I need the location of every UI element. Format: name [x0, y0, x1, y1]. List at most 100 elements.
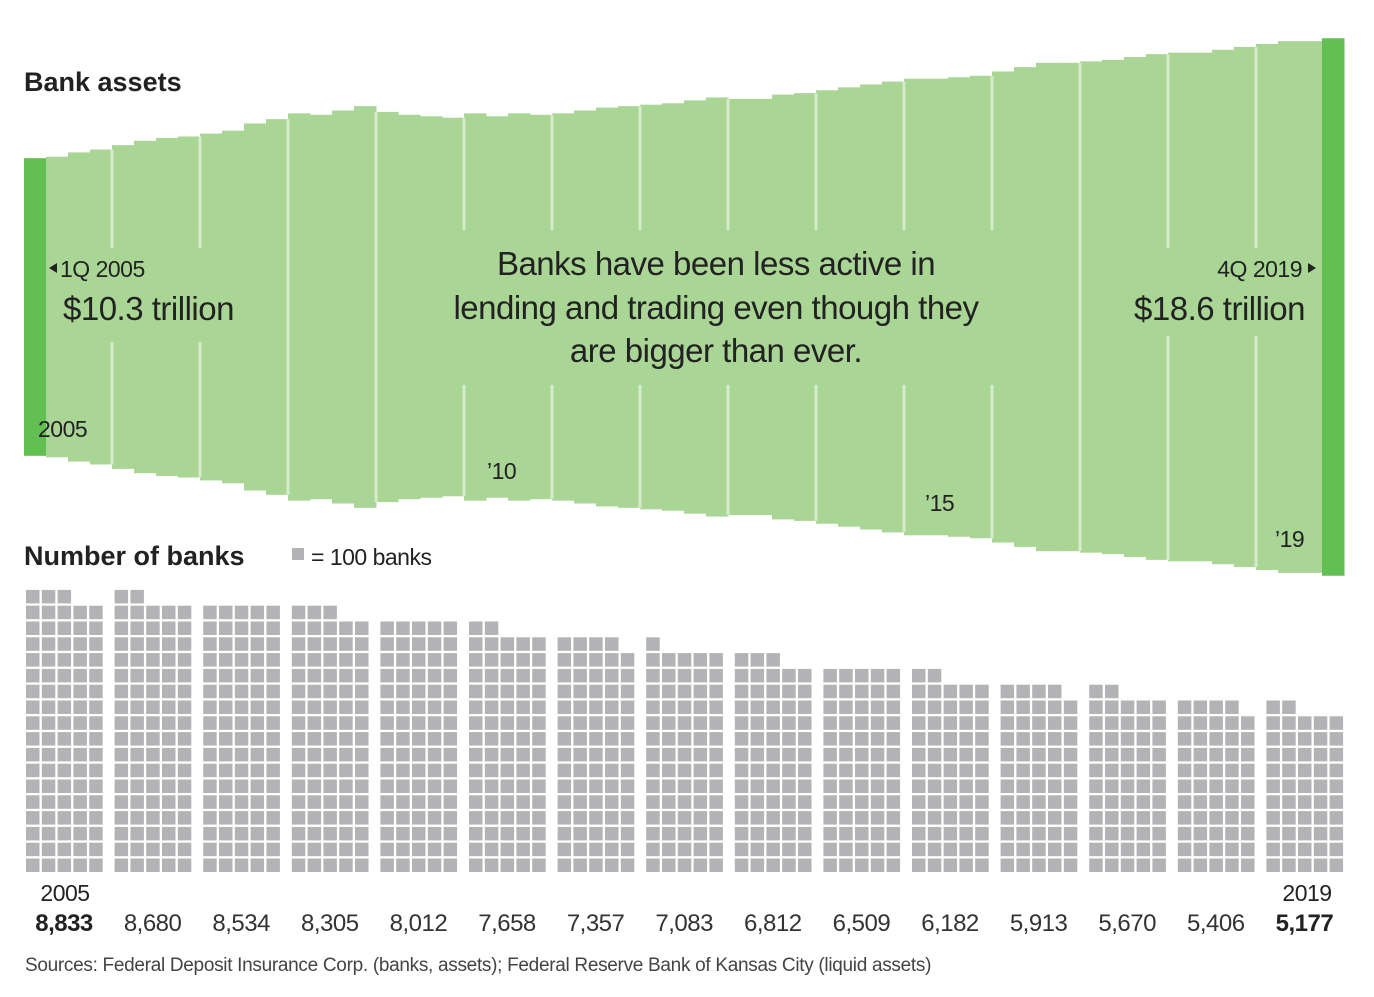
bank-square — [323, 842, 337, 857]
bank-square — [959, 700, 973, 714]
asset-bar-3Q-2014 — [860, 84, 883, 530]
bank-square — [1209, 779, 1223, 793]
bank-square — [532, 732, 546, 746]
bank-square — [1032, 795, 1046, 809]
bank-square — [1298, 763, 1312, 778]
bank-square — [73, 684, 87, 699]
bank-square — [146, 716, 160, 730]
bank-square — [355, 700, 369, 714]
annotation-line-3: are bigger than ever. — [570, 332, 862, 369]
bank-square — [412, 732, 426, 746]
bank-square — [130, 637, 144, 651]
bank-square — [484, 716, 499, 730]
bank-square — [1329, 811, 1344, 825]
bank-square — [943, 700, 958, 714]
asset-bar-1Q-2011 — [552, 113, 575, 501]
bank-square — [266, 858, 280, 872]
bank-square — [1048, 779, 1062, 793]
bank-square — [396, 732, 410, 746]
bank-square — [396, 858, 410, 872]
bank-square — [1282, 842, 1296, 857]
bank-square — [1266, 763, 1280, 778]
bank-square — [57, 621, 72, 635]
bank-square — [203, 826, 217, 841]
waffle-group-2015 — [912, 668, 989, 872]
bank-square — [750, 716, 765, 730]
bank-square — [1032, 700, 1046, 714]
bank-square — [1241, 747, 1255, 762]
bank-square — [750, 795, 765, 809]
asset-bar-1Q-2007 — [200, 133, 223, 481]
bank-square — [307, 842, 322, 857]
bank-square — [1000, 747, 1015, 762]
bank-square — [177, 763, 192, 778]
bank-square — [291, 700, 306, 714]
bank-square — [1266, 795, 1280, 809]
bank-square — [307, 637, 322, 651]
asset-bar-4Q-2009 — [442, 117, 465, 497]
count-label-2006: 8,680 — [124, 910, 182, 937]
asset-bar-3Q-2018 — [1212, 49, 1235, 565]
bank-square — [443, 716, 458, 730]
bank-square — [177, 684, 192, 699]
bank-square — [620, 811, 635, 825]
bank-square — [912, 700, 926, 714]
bank-square — [177, 653, 192, 667]
bank-square — [709, 795, 723, 809]
bank-square — [516, 795, 530, 809]
bank-square — [532, 668, 546, 683]
bank-square — [975, 811, 989, 825]
bank-square — [380, 700, 394, 714]
bank-square — [500, 684, 515, 699]
bank-square — [516, 826, 530, 841]
bank-square — [380, 811, 394, 825]
bank-square — [250, 826, 265, 841]
bank-square — [532, 637, 546, 651]
bank-square — [500, 826, 515, 841]
bank-square — [693, 716, 708, 730]
bank-square — [380, 732, 394, 746]
bank-square — [927, 684, 942, 699]
bank-square — [484, 668, 499, 683]
bank-square — [355, 779, 369, 793]
bank-square — [1120, 779, 1135, 793]
bank-square — [130, 763, 144, 778]
bank-square — [1000, 716, 1015, 730]
bank-square — [89, 795, 103, 809]
source-note: Sources: Federal Deposit Insurance Corp.… — [25, 955, 931, 976]
bank-square — [959, 811, 973, 825]
bank-square — [855, 684, 869, 699]
bank-square — [516, 858, 530, 872]
bank-square — [693, 732, 708, 746]
waffle-grid — [26, 589, 1344, 872]
bank-square — [766, 684, 780, 699]
asset-bar-3Q-2016 — [1036, 62, 1059, 552]
bank-square — [130, 747, 144, 762]
bank-square — [855, 668, 869, 683]
bank-square — [427, 842, 442, 857]
bank-square — [130, 795, 144, 809]
bank-square — [750, 858, 765, 872]
bank-square — [589, 716, 603, 730]
bank-square — [41, 684, 56, 699]
bank-square — [339, 826, 353, 841]
bank-square — [927, 842, 942, 857]
last-year-label: 2019 — [1282, 880, 1331, 906]
asset-bar-3Q-2007 — [244, 123, 267, 491]
bank-square — [557, 732, 572, 746]
bank-square — [750, 842, 765, 857]
bank-square — [427, 763, 442, 778]
bank-square — [1120, 747, 1135, 762]
bank-square — [396, 684, 410, 699]
bank-square — [41, 747, 56, 762]
bank-square — [291, 653, 306, 667]
bank-square — [605, 684, 619, 699]
asset-bar-2Q-2010 — [486, 116, 509, 498]
bank-square — [266, 826, 280, 841]
bank-square — [1225, 763, 1239, 778]
bank-square — [927, 779, 942, 793]
bank-square — [1120, 858, 1135, 872]
bank-square — [927, 732, 942, 746]
bank-square — [1089, 747, 1103, 762]
